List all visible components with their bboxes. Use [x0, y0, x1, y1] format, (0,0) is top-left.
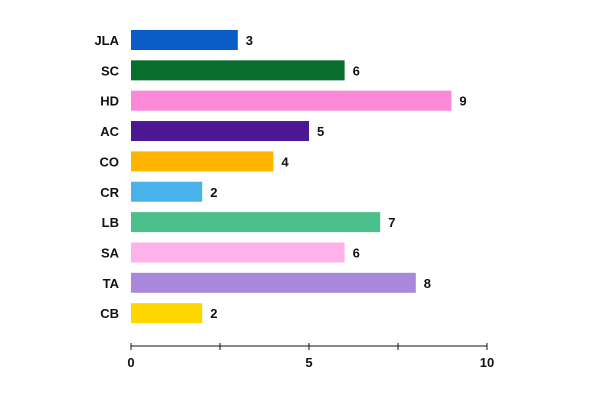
bar-sc	[131, 60, 345, 81]
value-label-hd: 9	[459, 94, 466, 109]
category-label-sa: SA	[101, 245, 120, 260]
category-label-co: CO	[100, 154, 120, 169]
value-label-cr: 2	[210, 185, 217, 200]
bar-ac	[131, 121, 309, 142]
bar-cb	[131, 303, 203, 324]
category-label-ac: AC	[100, 124, 119, 139]
bar-lb	[131, 212, 381, 233]
category-label-sc: SC	[101, 63, 120, 78]
value-label-ac: 5	[317, 124, 324, 139]
category-label-ta: TA	[103, 276, 120, 291]
category-label-lb: LB	[102, 215, 119, 230]
value-label-jla: 3	[246, 33, 253, 48]
value-label-co: 4	[281, 154, 289, 169]
bar-hd	[131, 90, 452, 111]
value-label-cb: 2	[210, 306, 217, 321]
bar-jla	[131, 30, 238, 50]
category-label-hd: HD	[100, 94, 119, 109]
value-label-sc: 6	[353, 63, 360, 78]
bars-layer: JLA 3 SC 6 HD 9 AC 5 CO 4 CR 2 LB 7 SA 6 TA 8 CB 2	[94, 30, 467, 324]
bar-ta	[131, 272, 416, 293]
value-label-ta: 8	[424, 276, 431, 291]
x-tick-label-0: 0	[127, 355, 134, 370]
category-label-cb: CB	[100, 306, 119, 321]
category-label-jla: JLA	[94, 33, 119, 48]
value-label-lb: 7	[388, 215, 395, 230]
bar-cr	[131, 181, 203, 202]
x-tick-label-5: 5	[305, 355, 312, 370]
x-axis: 0 5 10	[127, 343, 494, 370]
value-label-sa: 6	[353, 245, 360, 260]
bar-sa	[131, 242, 345, 263]
x-tick-label-10: 10	[480, 355, 494, 370]
category-label-cr: CR	[100, 185, 119, 200]
bar-co	[131, 151, 274, 172]
